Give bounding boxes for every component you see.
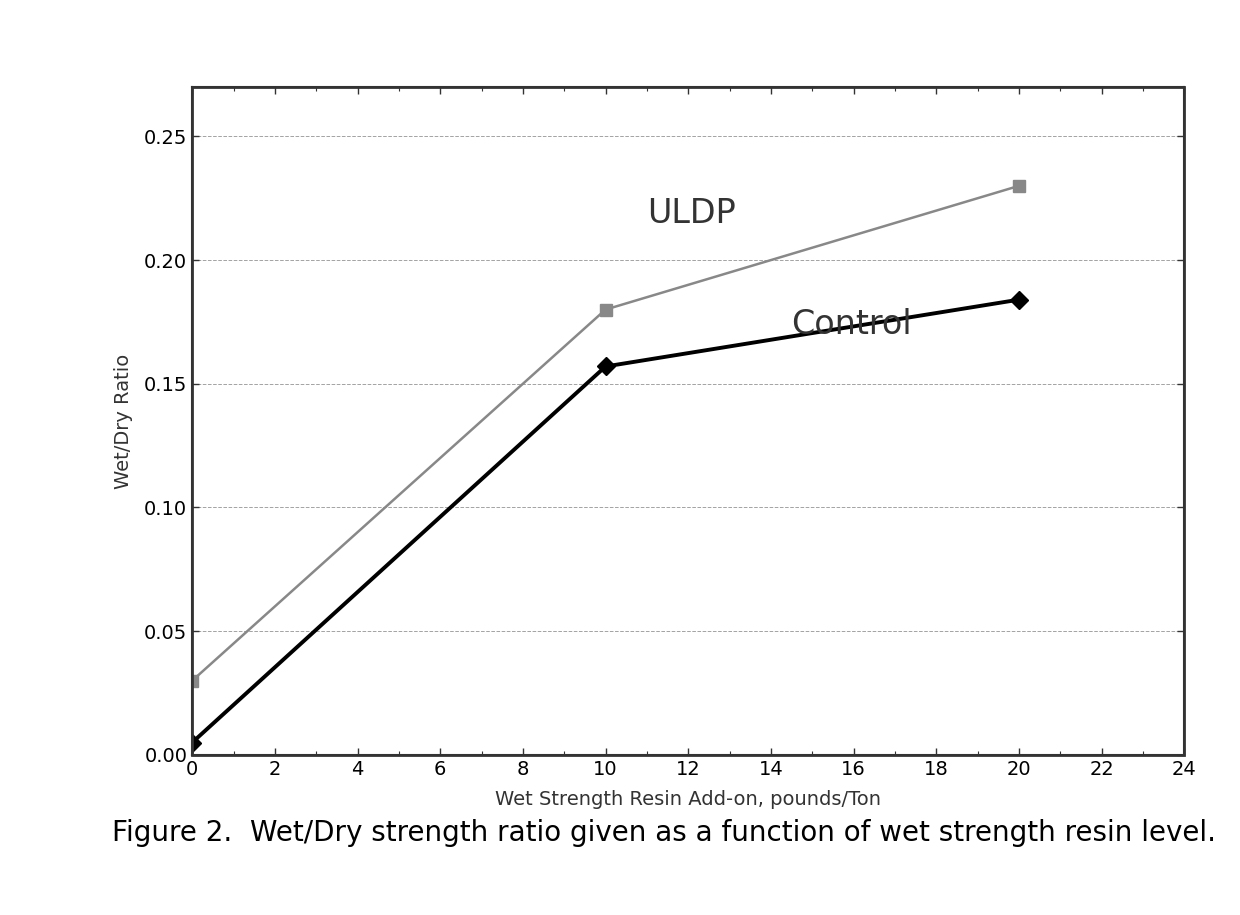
X-axis label: Wet Strength Resin Add-on, pounds/Ton: Wet Strength Resin Add-on, pounds/Ton <box>495 790 882 809</box>
Y-axis label: Wet/Dry Ratio: Wet/Dry Ratio <box>114 353 133 489</box>
Text: ULDP: ULDP <box>647 197 735 230</box>
Text: Control: Control <box>791 308 913 341</box>
Text: Figure 2.  Wet/Dry strength ratio given as a function of wet strength resin leve: Figure 2. Wet/Dry strength ratio given a… <box>112 819 1215 847</box>
